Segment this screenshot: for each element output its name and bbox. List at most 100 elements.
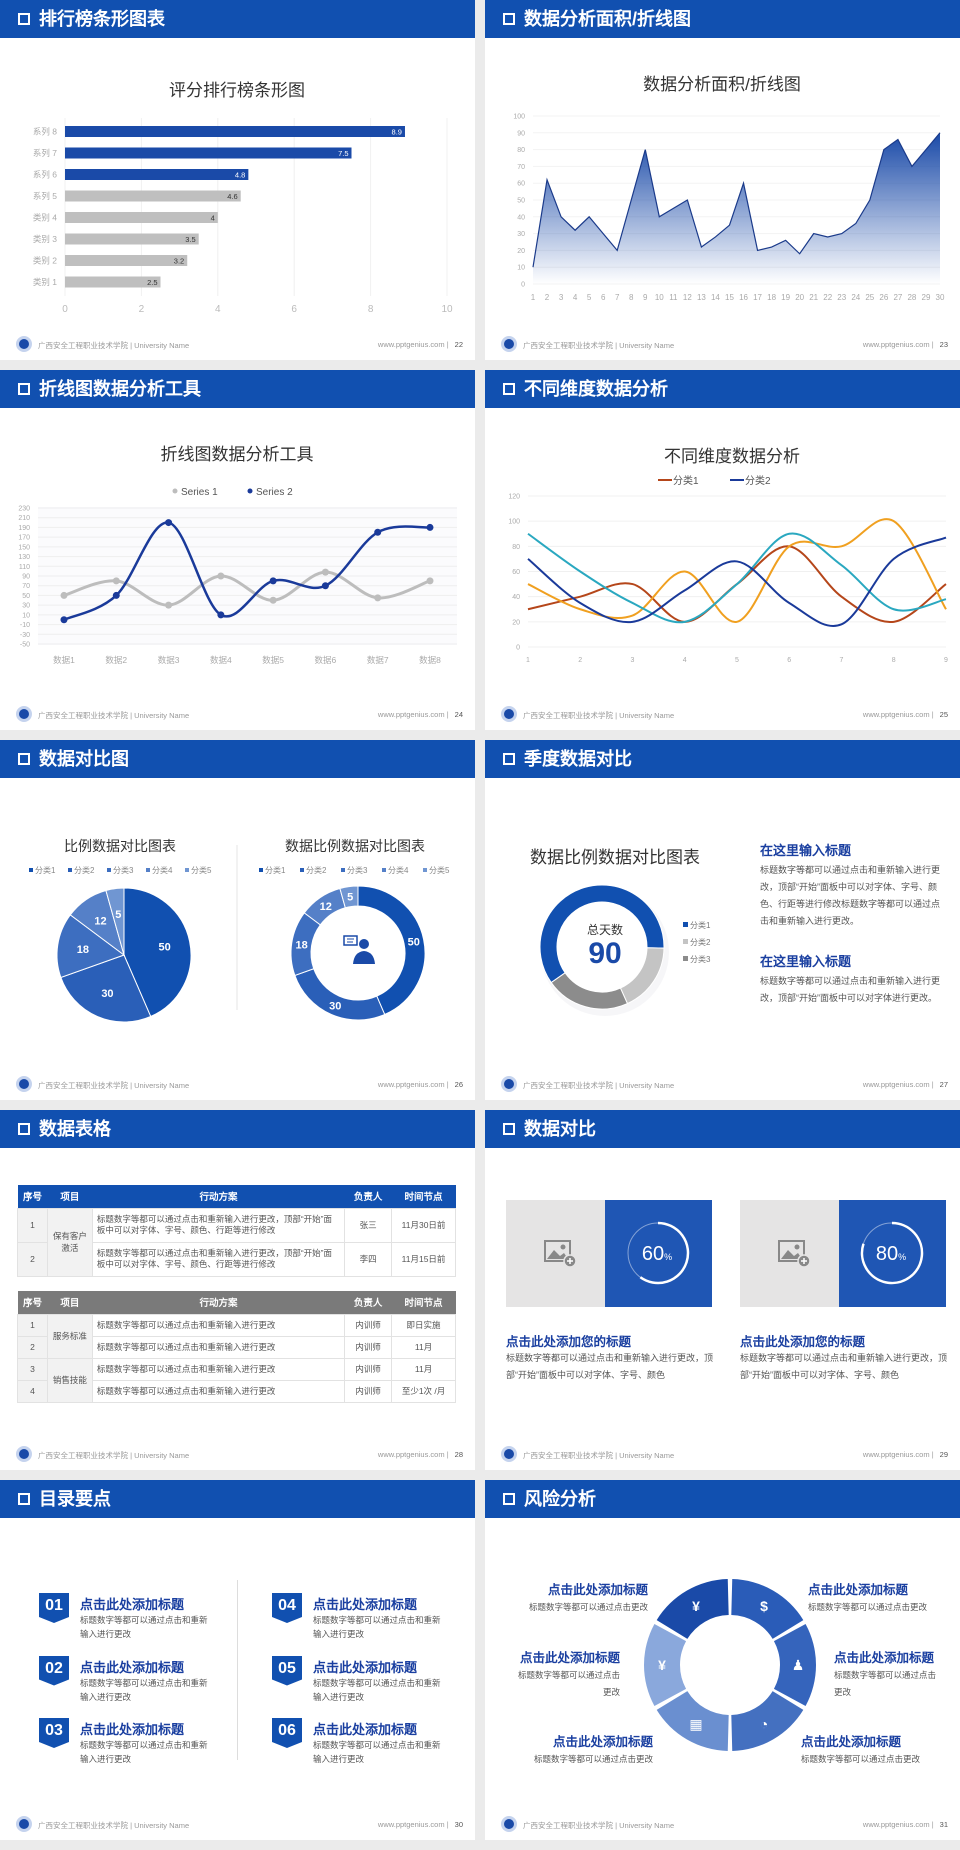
slice [294,968,386,1021]
bar [65,147,352,159]
item-heading[interactable]: 点击此处添加标题 [313,1659,418,1675]
footer: 广西安全工程职业技术学院 | University Name www.pptgen… [0,1072,475,1100]
footer-url: www.pptgenius.com | 29 [863,1450,948,1459]
slide-data-table: 数据表格 序号 项目 行动方案 负责人 时间节点 1 保有客户激活 标题数字等都可以通过点击… [0,1110,475,1470]
slide-multi-line-chart: 不同维度数据分析 不同维度数据分析 0 20 40 60 80 100 120 1 2 3 4 5 6 7 8… [485,370,960,730]
divider [237,1580,238,1760]
cycle-segment [731,1691,804,1751]
category-label: 系列 5 [33,191,57,201]
y-tick-label: 230 [18,506,30,513]
item-heading[interactable]: 点击此处添加标题 [80,1597,185,1612]
slide-header: 季度数据对比 [485,740,960,778]
legend-swatch [683,939,688,944]
slide-area-chart: 数据分析面积/折线图 数据分析面积/折线图 0 10 20 30 40 50 60 70 80 90… [485,0,960,360]
legend-swatch [68,868,72,872]
y-tick-label: 30 [517,231,525,238]
y-tick-label: 60 [517,181,525,188]
y-tick-label: 100 [513,114,525,121]
category-label: 类别 1 [33,277,57,287]
footer-url: www.pptgenius.com | 27 [863,1080,948,1089]
pie-chart-icon: ◔ [760,1716,768,1732]
slice-label: 12 [94,916,106,928]
action-plan-table-1: 序号 项目 行动方案 负责人 时间节点 1 保有客户激活 标题数字等都可以通过点击和重新输入… [17,1185,456,1277]
risk-heading[interactable]: 点击此处添加标题 [519,1651,620,1665]
legend-swatch [423,868,427,872]
item-heading[interactable]: 点击此处添加标题 [80,1659,185,1675]
number-badge: 06 [272,1718,302,1748]
x-tick-label: 9 [944,657,948,664]
legend-swatch [107,868,111,872]
x-tick-label: 数据3 [158,655,180,665]
slice [357,885,426,1016]
risk-heading[interactable]: 点击此处添加标题 [547,1583,648,1597]
risk-heading[interactable]: 点击此处添加标题 [834,1651,935,1665]
school-logo-icon [16,1446,32,1462]
y-tick-label: 80 [512,544,520,551]
action-plan-table-2: 序号 项目 行动方案 负责人 时间节点 1 服务标准 标题数字等都可以通过点击和重新输入进行… [17,1291,456,1403]
col-header: 项目 [47,1185,93,1208]
item-body: 标题数字等都可以通过点击和重新输入进行更改，顶部“开始”面板中可以对字体、字号、… [760,865,941,926]
footer-school: 广西安全工程职业技术学院 | University Name [38,1451,190,1460]
risk-heading[interactable]: 点击此处添加标题 [808,1583,909,1597]
cycle-segment [656,1691,729,1751]
series-line [527,536,947,627]
page-number: 24 [454,710,463,719]
item-body: 标题数字等都可以通过点击和重新输入进行更改 [80,1740,208,1764]
cycle-segment [656,1579,729,1639]
cell-time: 11月 [391,1335,456,1359]
x-tick-label: 8 [629,293,634,302]
y-tick-label: 40 [512,594,520,601]
footer-url: www.pptgenius.com | 30 [378,1820,463,1829]
checkbox-icon [18,753,30,765]
y-tick-label: 0 [516,645,520,652]
slide-title: 数据对比 [524,1119,596,1139]
cell-plan: 标题数字等都可以通过点击和重新输入进行更改 [91,1335,346,1359]
cell-group: 保有客户激活 [46,1207,93,1277]
school-logo-icon [501,706,517,722]
legend-label: 分类1 [690,920,711,930]
y-tick-label: 10 [517,265,525,272]
cell-group: 服务标准 [46,1313,93,1359]
x-tick-label: 数据5 [262,655,284,665]
x-tick-label: 8 [892,657,896,664]
separator: | [446,1820,449,1829]
x-tick-label: 10 [655,293,664,302]
slice [123,887,192,1018]
footer-url: www.pptgenius.com | 23 [863,340,948,349]
number-badge: 01 [39,1593,69,1623]
item-body: 标题数字等都可以通过点击和重新输入进行更改 [313,1677,441,1702]
cell-no: 4 [17,1379,48,1403]
legend-label: 分类3 [113,865,134,875]
item-heading[interactable]: 点击此处添加标题 [313,1597,418,1612]
checkbox-icon [18,383,30,395]
percent-unit: % [898,1252,906,1262]
risk-body: 标题数字等都可以通过点击更改 [808,1602,928,1612]
page-number: 31 [939,1820,948,1829]
item-heading[interactable]: 点击此处添加标题 [80,1722,185,1737]
chart-title: 不同维度数据分析 [664,447,800,466]
bar [65,276,161,288]
footer: 广西安全工程职业技术学院 | University Name www.pptgen… [485,1442,960,1470]
legend-label: Series 1 [181,487,218,498]
legend-swatch [146,868,150,872]
risk-heading[interactable]: 点击此处添加标题 [801,1735,902,1749]
legend-swatch [683,956,688,961]
table-header: 序号 项目 行动方案 负责人 时间节点 [17,1185,456,1208]
cell-owner: 内训师 [344,1313,393,1337]
checkbox-icon [503,13,515,25]
risk-heading[interactable]: 点击此处添加标题 [552,1735,653,1749]
x-tick-label: 18 [767,293,776,302]
footer: 广西安全工程职业技术学院 | University Name www.pptgen… [0,332,475,360]
x-tick-label: 数据6 [315,655,337,665]
y-tick-label: 20 [517,248,525,255]
progress-card [839,1200,946,1307]
footer-school: 广西安全工程职业技术学院 | University Name [38,711,190,720]
y-tick-label: 210 [18,515,30,522]
footer-school: 广西安全工程职业技术学院 | University Name [38,341,190,350]
data-label: 7.5 [338,149,348,158]
item-heading: 在这里输入标题 [760,954,852,969]
item-heading[interactable]: 点击此处添加标题 [313,1722,418,1737]
cell-time: 即日实施 [391,1313,456,1337]
